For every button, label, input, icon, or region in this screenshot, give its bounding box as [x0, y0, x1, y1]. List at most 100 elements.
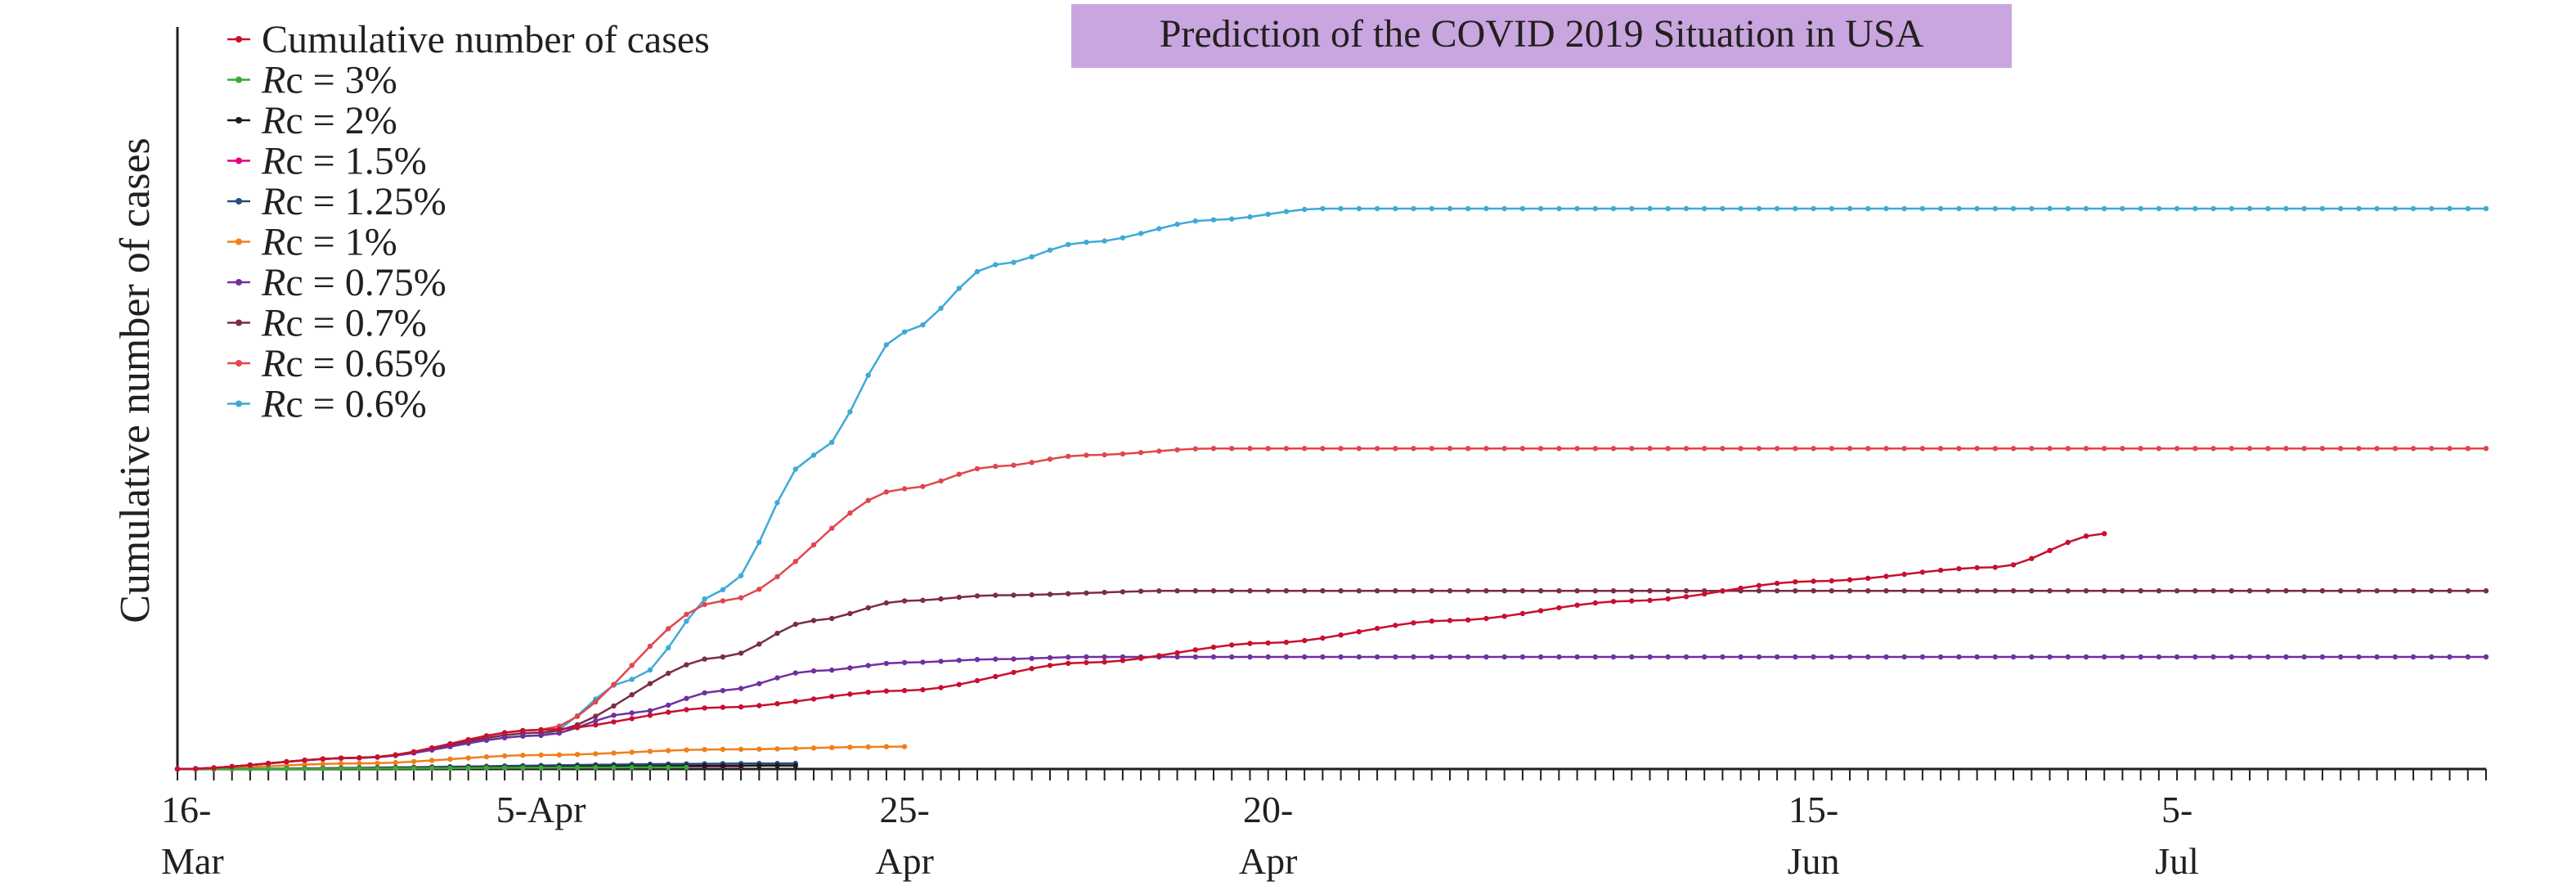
series-point [1865, 446, 1871, 452]
series-point [1156, 226, 1162, 232]
series-point [684, 618, 689, 624]
legend-label: Rc = 2% [261, 99, 397, 142]
series-point [702, 656, 707, 662]
series-point [1120, 654, 1126, 660]
series-point [1556, 446, 1562, 452]
series-point [901, 486, 908, 492]
series-point [1774, 588, 1780, 594]
legend-item: Rc = 0.75% [227, 261, 447, 304]
series-line [177, 589, 2486, 771]
series-point [483, 753, 490, 760]
series-point [666, 764, 671, 771]
series-point [810, 745, 817, 751]
series-point [720, 746, 726, 753]
legend-swatch-marker [236, 238, 242, 245]
series-point [1084, 239, 1089, 245]
series-point [684, 764, 689, 771]
series-point [1901, 571, 1907, 578]
series-point [720, 587, 726, 592]
series-point [447, 765, 453, 771]
series-point [1683, 446, 1690, 452]
series-point [847, 691, 853, 697]
series-point [2447, 446, 2453, 452]
series-point [2483, 446, 2489, 452]
series-point [1937, 567, 1944, 573]
series-point [520, 727, 526, 734]
series-point [1429, 446, 1435, 452]
series-point [1102, 659, 1107, 665]
series-point [1883, 205, 1889, 212]
series-point [1447, 588, 1453, 594]
series-point [1302, 446, 1308, 452]
series-point [393, 752, 398, 758]
series-point [1411, 654, 1416, 660]
series-point [974, 268, 981, 275]
series-point [1865, 205, 1871, 212]
series-point [2228, 205, 2234, 212]
series-point [774, 762, 780, 769]
series-point [1956, 205, 1962, 212]
series-point [2010, 654, 2017, 660]
series-point [792, 745, 798, 751]
series-point [2319, 588, 2326, 594]
series-point [792, 621, 798, 627]
series-point [956, 594, 963, 600]
series-point [993, 673, 999, 680]
series-point [901, 598, 908, 604]
series-point [1919, 569, 1926, 575]
series-point [1774, 446, 1780, 452]
series-point [829, 439, 835, 445]
series-point [483, 737, 490, 743]
series-point [1483, 446, 1489, 452]
series-point [792, 670, 798, 676]
x-tick-label: 20- [1243, 789, 1293, 830]
series-point [1411, 446, 1416, 452]
series-point [666, 709, 671, 715]
legend-swatch-marker [236, 36, 242, 43]
series-point [684, 747, 689, 753]
series-point [1774, 580, 1780, 587]
series-point [629, 663, 635, 668]
series-point [320, 761, 325, 767]
series-point [1556, 588, 1562, 594]
series-point [1429, 654, 1435, 660]
series-point [357, 760, 362, 767]
series-point [1537, 588, 1544, 594]
series-point [429, 765, 435, 771]
series-point [1501, 588, 1507, 594]
series-point [320, 766, 325, 771]
legend-label: Rc = 0.7% [261, 302, 427, 345]
series-point [611, 713, 617, 718]
chart-title-banner: Prediction of the COVID 2019 Situation i… [1071, 4, 2012, 68]
series-point [2265, 205, 2271, 212]
series-point [1956, 566, 1962, 572]
x-tick-label: 5-Apr [496, 789, 586, 830]
series-point [938, 659, 944, 664]
series-point [1956, 588, 1962, 594]
series-point [1811, 588, 1816, 594]
series-point [2047, 588, 2053, 594]
series-point [1574, 602, 1580, 608]
series-point [2174, 654, 2180, 660]
series-point [1829, 205, 1834, 212]
series-point [1283, 654, 1290, 660]
series-point [2429, 588, 2435, 594]
series-point [1919, 588, 1926, 594]
series-point [1192, 218, 1199, 224]
series-point [774, 573, 780, 580]
legend-swatch-marker [236, 76, 242, 83]
series-point [720, 687, 726, 694]
series-point [847, 744, 853, 750]
series-point [774, 675, 780, 681]
series-point [865, 744, 871, 750]
series-point [1302, 206, 1308, 213]
series-point [2156, 588, 2162, 594]
series-point [1592, 654, 1599, 660]
series-point [1501, 205, 1507, 212]
legend-label: Rc = 3% [261, 59, 397, 102]
series-point [411, 758, 417, 765]
series-point [611, 719, 617, 725]
series-point [593, 717, 599, 724]
x-tick-label-month: Jun [1788, 840, 1840, 882]
series-point [2083, 654, 2089, 660]
